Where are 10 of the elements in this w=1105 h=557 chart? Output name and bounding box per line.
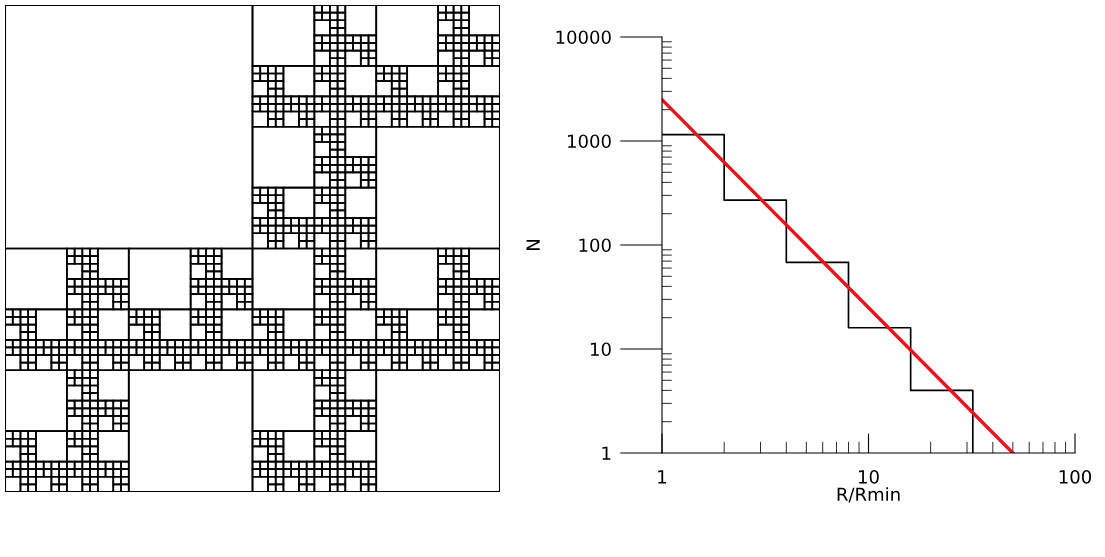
y-tick-label: 1000 xyxy=(568,134,611,149)
x-tick-label: 100 xyxy=(1059,469,1092,484)
x-axis-title: R/Rmin xyxy=(837,487,900,503)
x-tick-label: 1 xyxy=(658,470,667,484)
x-tick-label: 10 xyxy=(859,469,879,484)
y-tick-label: 1 xyxy=(602,446,611,460)
y-tick-label: 10000 xyxy=(556,30,611,45)
y-axis-title: N xyxy=(526,240,540,250)
y-tick-label: 10 xyxy=(591,342,611,357)
y-tick-label: 100 xyxy=(579,238,611,253)
